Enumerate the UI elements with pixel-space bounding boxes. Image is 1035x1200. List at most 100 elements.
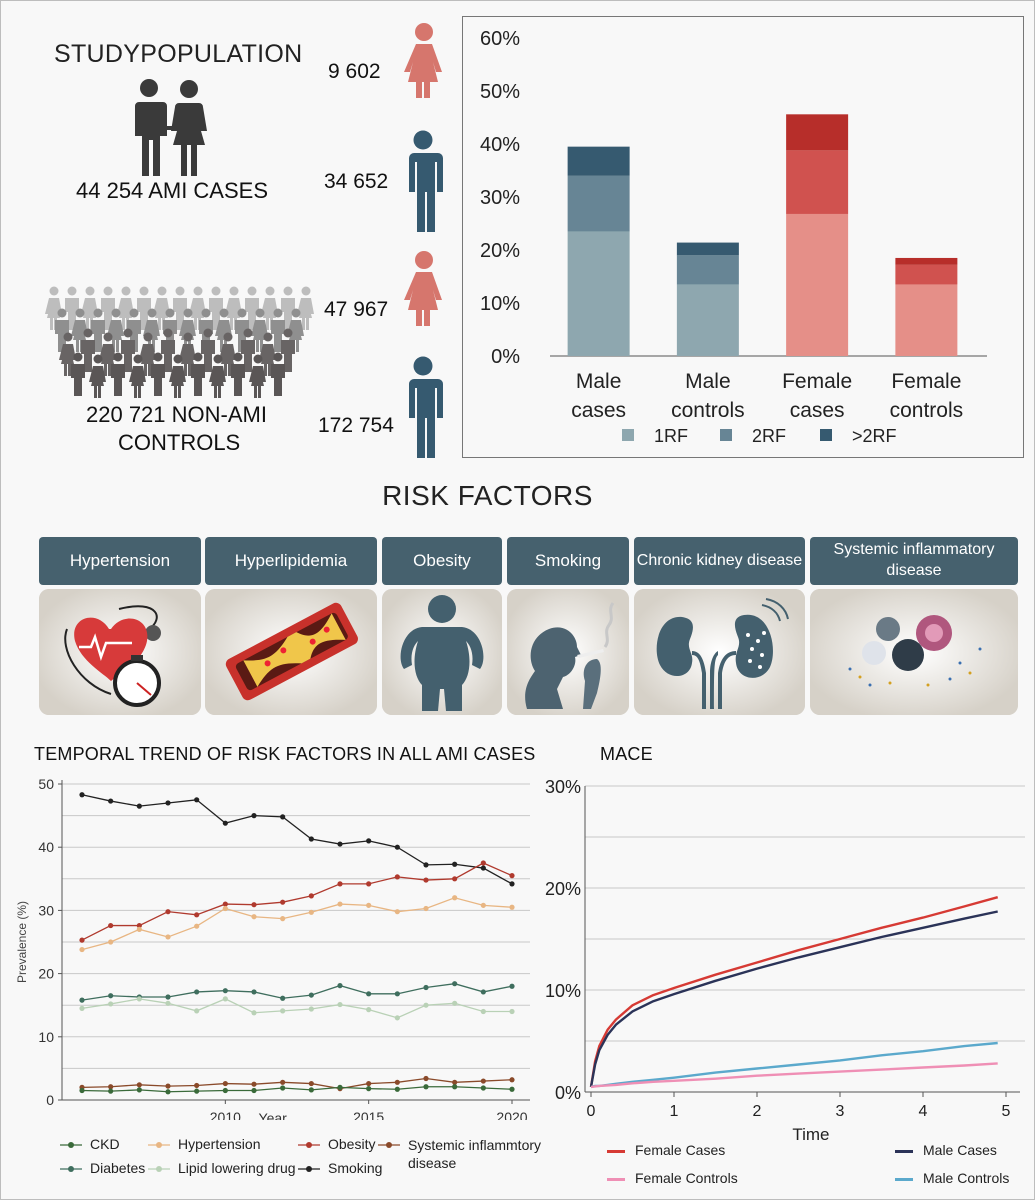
trend-point-ckd bbox=[222, 1087, 228, 1094]
trend-point-hypertension bbox=[222, 905, 228, 912]
trend-point-hypertension bbox=[452, 895, 458, 901]
mace-y-tick-label: 10% bbox=[545, 981, 581, 1001]
trend-legend-item-lipid-lowering-drug: Lipid lowering drug bbox=[148, 1160, 296, 1176]
trend-point-diabetes bbox=[366, 991, 372, 997]
trend-legend-swatch bbox=[298, 1166, 320, 1173]
trend-legend-swatch-dot bbox=[156, 1166, 162, 1173]
bar-female-controls-1rf bbox=[895, 284, 958, 356]
trend-point-lipid-lowering-drug bbox=[165, 1000, 171, 1006]
bar-legend-swatch-2rf bbox=[820, 429, 832, 441]
mace-legend-item-male-cases: Male Cases bbox=[895, 1142, 997, 1158]
trend-point-obesity bbox=[194, 912, 200, 918]
trend-point-smoking bbox=[337, 841, 343, 847]
mace-line-female-cases bbox=[589, 896, 999, 1088]
trend-point-diabetes bbox=[108, 993, 114, 999]
trend-point-systemic-inflammtory-disease bbox=[509, 1077, 515, 1083]
mace-legend-item-female-controls: Female Controls bbox=[607, 1170, 738, 1186]
trend-point-systemic-inflammtory-disease bbox=[165, 1083, 171, 1089]
male-cases-count: 34 652 bbox=[324, 170, 389, 193]
couple-icon bbox=[135, 79, 207, 176]
smoking-person-icon bbox=[507, 589, 629, 715]
trend-legend-swatch bbox=[298, 1142, 320, 1149]
trend-point-hypertension bbox=[79, 946, 85, 953]
bar-category-label: controls bbox=[890, 399, 964, 422]
trend-line-ckd bbox=[81, 1086, 513, 1093]
bar-category-label: Female bbox=[891, 370, 961, 393]
mace-legend-swatch bbox=[895, 1177, 913, 1181]
mace-legend-swatch bbox=[607, 1177, 625, 1181]
trend-point-smoking bbox=[423, 862, 429, 868]
trend-point-smoking bbox=[480, 865, 486, 871]
plaque-artery-icon bbox=[205, 589, 377, 715]
rf-label-systemic-inflammatory: Systemic inflammatory disease bbox=[810, 537, 1018, 585]
bar-y-tick-label: 20% bbox=[480, 240, 520, 262]
trend-line-systemic-inflammtory-disease bbox=[81, 1077, 513, 1090]
temporal-trend-legend: CKD Hypertension Obesity Systemic inflammto… bbox=[0, 1136, 545, 1186]
trend-point-smoking bbox=[308, 836, 314, 842]
trend-y-tick-label: 50 bbox=[38, 776, 54, 792]
trend-legend-swatch bbox=[148, 1142, 170, 1149]
trend-point-hypertension bbox=[280, 916, 286, 922]
trend-point-smoking bbox=[108, 798, 114, 804]
trend-point-systemic-inflammtory-disease bbox=[194, 1082, 200, 1089]
trend-point-ckd bbox=[423, 1084, 429, 1090]
trend-point-systemic-inflammtory-disease bbox=[280, 1079, 286, 1085]
crowd-icon bbox=[45, 286, 314, 398]
rf-label-hypertension: Hypertension bbox=[39, 537, 201, 585]
bar-male-cases-2rf bbox=[567, 146, 630, 176]
trend-y-axis-label: Prevalence (%) bbox=[15, 901, 29, 983]
trend-legend-swatch bbox=[378, 1142, 400, 1149]
kidneys-icon bbox=[634, 589, 805, 715]
mace-x-tick-label: 3 bbox=[836, 1103, 845, 1120]
risk-factor-bar-chart: 0% 10% 20% 30% 40% 50% 60% Male cases Male control… bbox=[480, 28, 987, 446]
rf-label-hyperlipidemia: Hyperlipidemia bbox=[205, 537, 377, 585]
trend-legend-swatch-dot bbox=[68, 1166, 74, 1173]
trend-line-smoking bbox=[81, 794, 513, 885]
trend-point-smoking bbox=[366, 838, 372, 844]
trend-point-systemic-inflammtory-disease bbox=[480, 1078, 486, 1084]
trend-x-tick-label: 2015 bbox=[353, 1109, 384, 1120]
trend-point-systemic-inflammtory-disease bbox=[251, 1081, 257, 1087]
trend-point-obesity bbox=[165, 909, 171, 915]
trend-y-tick-label: 40 bbox=[38, 839, 54, 855]
trend-point-lipid-lowering-drug bbox=[509, 1008, 515, 1015]
rf-card-hypertension: Hypertension bbox=[39, 537, 201, 715]
trend-x-tick-label: 2010 bbox=[210, 1109, 241, 1120]
trend-point-diabetes bbox=[251, 989, 257, 995]
trend-point-obesity bbox=[79, 937, 85, 943]
trend-point-hypertension bbox=[136, 926, 142, 932]
trend-point-obesity bbox=[423, 877, 429, 883]
bar-legend-label: 2RF bbox=[752, 426, 786, 446]
bar-category-label: cases bbox=[571, 399, 626, 422]
rf-card-systemic-inflammatory: Systemic inflammatory disease bbox=[810, 537, 1018, 715]
mace-legend-item-female-cases: Female Cases bbox=[607, 1142, 725, 1158]
rf-label-obesity: Obesity bbox=[382, 537, 502, 585]
trend-point-ckd bbox=[108, 1088, 114, 1094]
rf-label-smoking: Smoking bbox=[507, 537, 629, 585]
trend-point-ckd bbox=[366, 1086, 372, 1092]
study-population-title: STUDYPOPULATION bbox=[54, 40, 303, 68]
mace-y-tick-label: 0% bbox=[555, 1083, 581, 1103]
trend-point-diabetes bbox=[337, 983, 343, 989]
bar-category-label: Male bbox=[576, 370, 622, 393]
rf-card-ckd: Chronic kidney disease bbox=[634, 537, 805, 715]
trend-point-systemic-inflammtory-disease bbox=[366, 1080, 372, 1087]
trend-point-ckd bbox=[308, 1087, 314, 1093]
trend-point-ckd bbox=[280, 1085, 286, 1091]
mace-title: MACE bbox=[600, 744, 653, 764]
trend-point-diabetes bbox=[79, 997, 85, 1003]
trend-point-diabetes bbox=[480, 989, 486, 995]
bar-legend-swatch-1rf bbox=[622, 429, 634, 441]
trend-legend-label: Smoking bbox=[328, 1160, 383, 1176]
mace-chart: 0% 10% 20% 30% 0 1 2 3 4 5 Time bbox=[545, 777, 1025, 1144]
trend-point-obesity bbox=[337, 881, 343, 887]
bar-male-cases-1rf bbox=[567, 231, 630, 356]
trend-line-obesity bbox=[81, 862, 513, 941]
trend-y-tick-label: 20 bbox=[38, 966, 54, 982]
inflammatory-cells-icon bbox=[810, 589, 1018, 715]
trend-legend-item-ckd: CKD bbox=[60, 1136, 120, 1152]
trend-legend-swatch-dot bbox=[386, 1142, 392, 1149]
trend-legend-item-diabetes: Diabetes bbox=[60, 1160, 145, 1176]
temporal-trend-title: TEMPORAL TREND OF RISK FACTORS IN ALL AM… bbox=[34, 744, 536, 764]
trend-x-axis-label: Year bbox=[259, 1110, 288, 1120]
